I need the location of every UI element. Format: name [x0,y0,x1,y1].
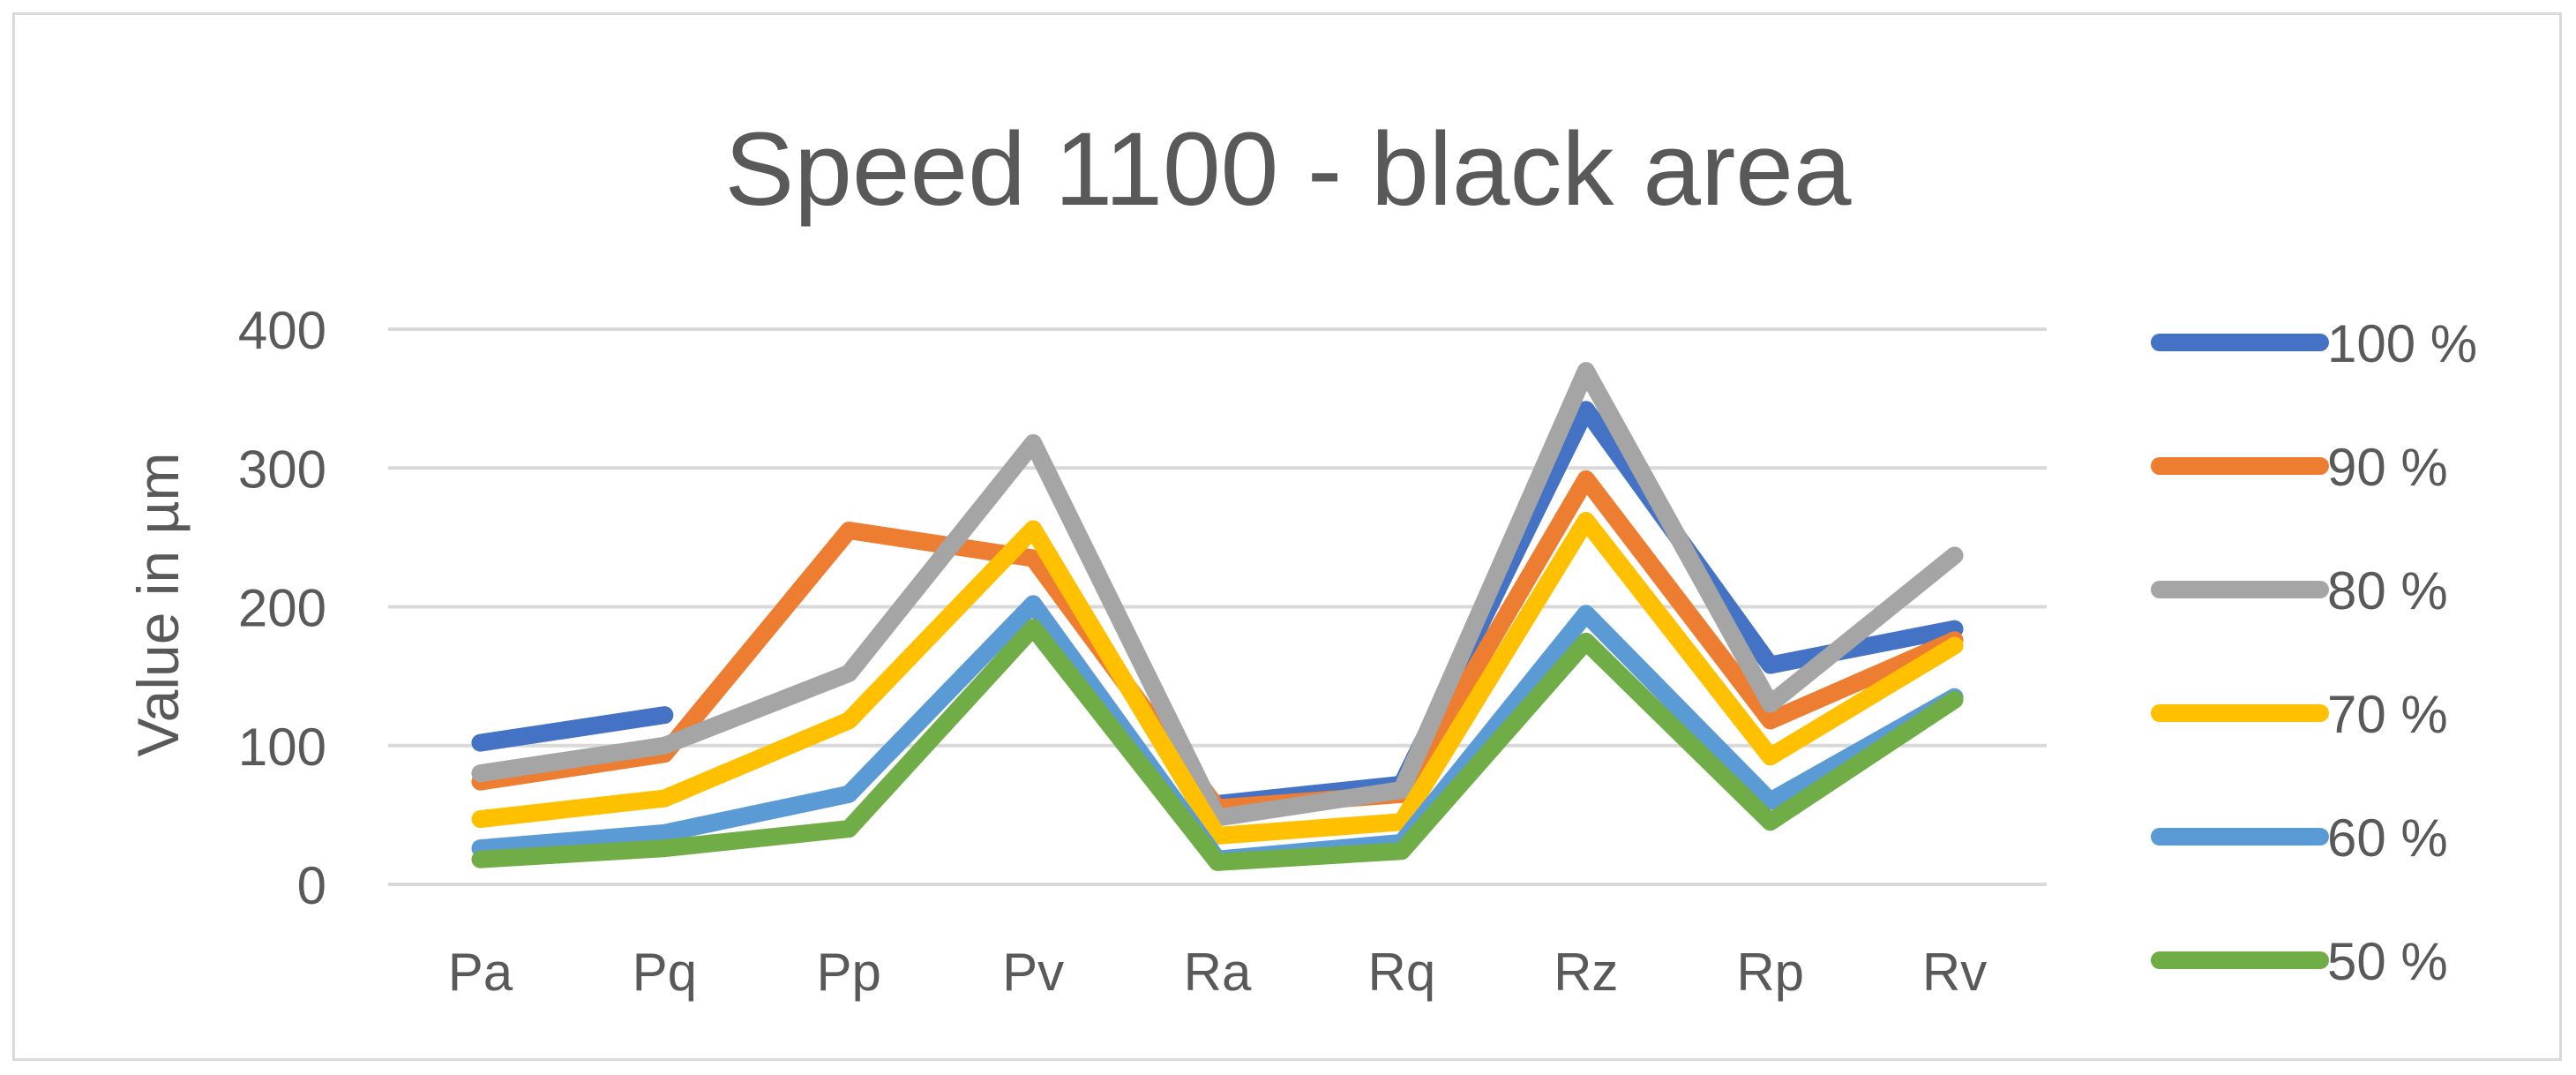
y-tick-label: 200 [238,579,326,638]
x-tick-label: Rq [1368,943,1436,1002]
y-axis-label: Value in µm [125,453,191,757]
x-tick-label: Ra [1184,943,1252,1002]
legend-label: 100 % [2327,314,2477,373]
legend-label: 50 % [2327,932,2448,991]
x-tick-label: Rp [1736,943,1804,1002]
legend-label: 90 % [2327,438,2448,497]
x-tick-label: Pq [633,943,697,1002]
series-line-50-pct [471,619,1964,871]
x-tick-label: Rv [1922,943,1987,1002]
series-line-80-pct [471,362,1964,827]
x-tick-label: Pv [1002,943,1064,1002]
y-tick-label: 300 [238,440,326,499]
y-tick-label: 400 [238,301,326,360]
y-tick-label: 0 [297,856,326,915]
legend-label: 60 % [2327,808,2448,868]
y-tick-labels: 0 100 200 300 400 [238,301,326,915]
series-line-100-pct [471,706,674,752]
x-tick-label: Rz [1554,943,1618,1002]
chart-title: Speed 1100 - black area [724,111,1851,228]
y-tick-label: 100 [238,718,326,777]
series-line-70-pct [471,512,1964,845]
x-tick-label: Pp [817,943,881,1002]
legend-label: 80 % [2327,561,2448,620]
series-lines [471,362,1964,871]
x-tick-labels: Pa Pq Pp Pv Ra Rq Rz Rp Rv [448,943,1987,1002]
legend: 100 % 90 % 80 % 70 % 60 % 50 % [2151,314,2477,991]
legend-label: 70 % [2327,685,2448,744]
x-tick-label: Pa [448,943,513,1002]
